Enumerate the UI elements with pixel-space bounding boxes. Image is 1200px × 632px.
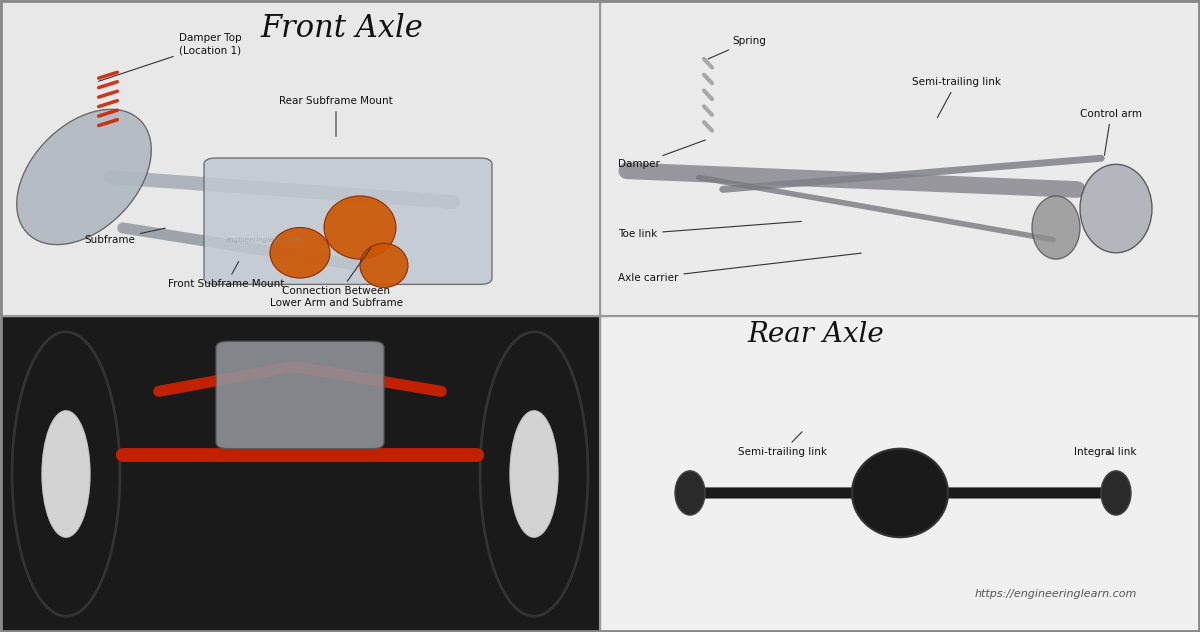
FancyArrowPatch shape: [98, 119, 118, 126]
FancyArrowPatch shape: [98, 91, 118, 97]
Text: Front Subframe Mount: Front Subframe Mount: [168, 262, 284, 289]
Text: Front Axle: Front Axle: [260, 13, 424, 44]
FancyBboxPatch shape: [216, 341, 384, 449]
Text: Integral link: Integral link: [1074, 447, 1136, 457]
FancyArrowPatch shape: [704, 75, 712, 83]
Ellipse shape: [1080, 164, 1152, 253]
Bar: [600, 0, 1200, 316]
Ellipse shape: [12, 332, 120, 616]
Bar: [0, 0, 600, 316]
FancyArrowPatch shape: [704, 59, 712, 68]
Text: Semi-trailing link: Semi-trailing link: [738, 432, 827, 457]
FancyArrowPatch shape: [98, 82, 118, 88]
FancyArrowPatch shape: [704, 106, 712, 115]
FancyArrowPatch shape: [704, 90, 712, 99]
Ellipse shape: [852, 449, 948, 537]
FancyArrowPatch shape: [158, 367, 292, 391]
Bar: [0, 316, 600, 632]
Text: Rear Axle: Rear Axle: [748, 322, 884, 348]
Ellipse shape: [324, 196, 396, 259]
Text: Connection Between
Lower Arm and Subframe: Connection Between Lower Arm and Subfram…: [270, 249, 402, 308]
FancyArrowPatch shape: [98, 110, 118, 116]
FancyArrowPatch shape: [110, 177, 454, 202]
FancyBboxPatch shape: [204, 158, 492, 284]
FancyArrowPatch shape: [704, 122, 712, 131]
Ellipse shape: [42, 411, 90, 537]
FancyArrowPatch shape: [122, 228, 358, 265]
Text: Rear Subframe Mount: Rear Subframe Mount: [280, 96, 392, 137]
Ellipse shape: [480, 332, 588, 616]
Text: Axle carrier: Axle carrier: [618, 253, 862, 283]
Text: Damper Top
(Location 1): Damper Top (Location 1): [98, 33, 241, 82]
Bar: [600, 316, 1200, 632]
Ellipse shape: [270, 228, 330, 278]
Ellipse shape: [1102, 471, 1132, 515]
Text: https://engineeringlearn.com: https://engineeringlearn.com: [974, 589, 1138, 599]
FancyArrowPatch shape: [698, 178, 1054, 240]
Ellipse shape: [1032, 196, 1080, 259]
Text: Subframe: Subframe: [84, 228, 166, 245]
Ellipse shape: [17, 109, 151, 245]
FancyArrowPatch shape: [98, 72, 118, 78]
FancyArrowPatch shape: [722, 158, 1102, 190]
Text: Spring: Spring: [708, 36, 766, 59]
Text: Semi-trailing link: Semi-trailing link: [912, 77, 1001, 118]
Text: Control arm: Control arm: [1080, 109, 1142, 155]
Text: Damper: Damper: [618, 140, 706, 169]
Ellipse shape: [674, 471, 706, 515]
Ellipse shape: [360, 243, 408, 288]
Text: Toe link: Toe link: [618, 221, 802, 239]
FancyArrowPatch shape: [296, 367, 442, 391]
FancyArrowPatch shape: [626, 171, 1078, 190]
Text: engineeringlearn.com: engineeringlearn.com: [226, 237, 302, 243]
FancyArrowPatch shape: [98, 100, 118, 107]
Ellipse shape: [510, 411, 558, 537]
